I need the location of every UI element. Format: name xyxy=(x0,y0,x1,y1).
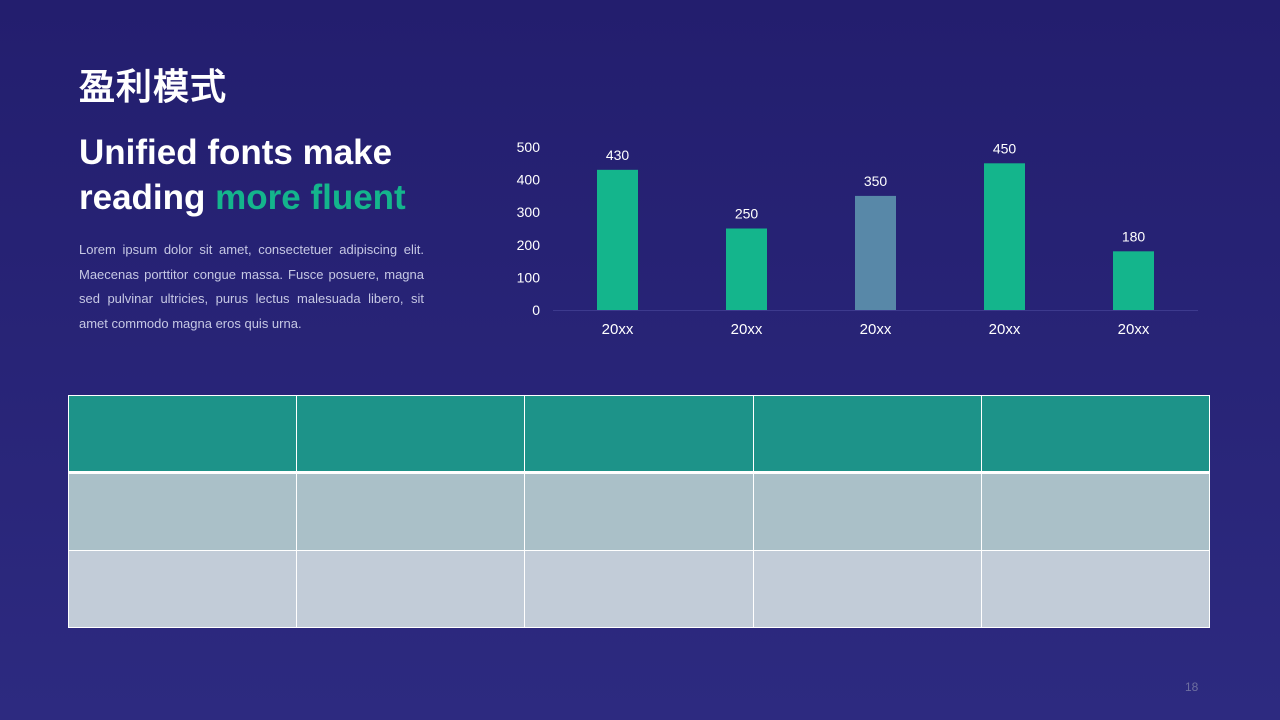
table-cell xyxy=(980,550,1211,628)
x-tick-label: 20xx xyxy=(731,321,763,338)
bar-chart: 0 100 200 300 400 500 430 20xx 250 20xx 350 20xx 450… xyxy=(517,139,1198,338)
data-label: 450 xyxy=(993,140,1017,156)
x-tick-label: 20xx xyxy=(1118,321,1150,338)
headline: Unified fonts make reading more fluent xyxy=(79,130,499,220)
table-row xyxy=(67,472,1211,551)
table-cell xyxy=(67,550,298,628)
x-tick-label: 20xx xyxy=(860,321,892,338)
data-label: 430 xyxy=(606,147,630,163)
y-tick-label: 200 xyxy=(517,237,541,253)
y-tick-label: 300 xyxy=(517,204,541,220)
table-cell xyxy=(67,395,298,473)
bar xyxy=(1113,251,1154,310)
bar xyxy=(855,195,896,310)
table-cell xyxy=(524,395,754,473)
table-cell xyxy=(296,395,526,473)
table-cell xyxy=(752,550,982,628)
y-tick-label: 0 xyxy=(532,302,540,318)
page-title: 盈利模式 xyxy=(79,67,228,108)
table-cell xyxy=(296,472,526,551)
x-tick-label: 20xx xyxy=(989,321,1021,338)
bar xyxy=(984,163,1025,310)
data-label: 350 xyxy=(864,173,888,189)
x-tick-label: 20xx xyxy=(602,321,634,338)
data-label: 180 xyxy=(1122,228,1146,244)
table-cell xyxy=(752,395,982,473)
y-tick-label: 500 xyxy=(517,139,541,155)
headline-main: Unified fonts make reading xyxy=(79,133,393,217)
data-table xyxy=(67,395,1211,628)
body-text: Lorem ipsum dolor sit amet, consectetuer… xyxy=(79,242,424,331)
table-cell xyxy=(980,395,1211,473)
y-tick-label: 400 xyxy=(517,172,541,188)
table-cell xyxy=(752,472,982,551)
table-cell xyxy=(524,472,754,551)
bar xyxy=(597,169,638,310)
page-number: 18 xyxy=(1185,680,1199,694)
table-row xyxy=(67,550,1211,628)
table-cell xyxy=(524,550,754,628)
table-header-row xyxy=(67,395,1211,473)
headline-accent: more fluent xyxy=(215,178,406,217)
data-label: 250 xyxy=(735,206,759,222)
table-cell xyxy=(67,472,298,551)
table-cell xyxy=(296,550,526,628)
bar xyxy=(726,228,767,310)
table-cell xyxy=(980,472,1211,551)
y-tick-label: 100 xyxy=(517,269,541,285)
